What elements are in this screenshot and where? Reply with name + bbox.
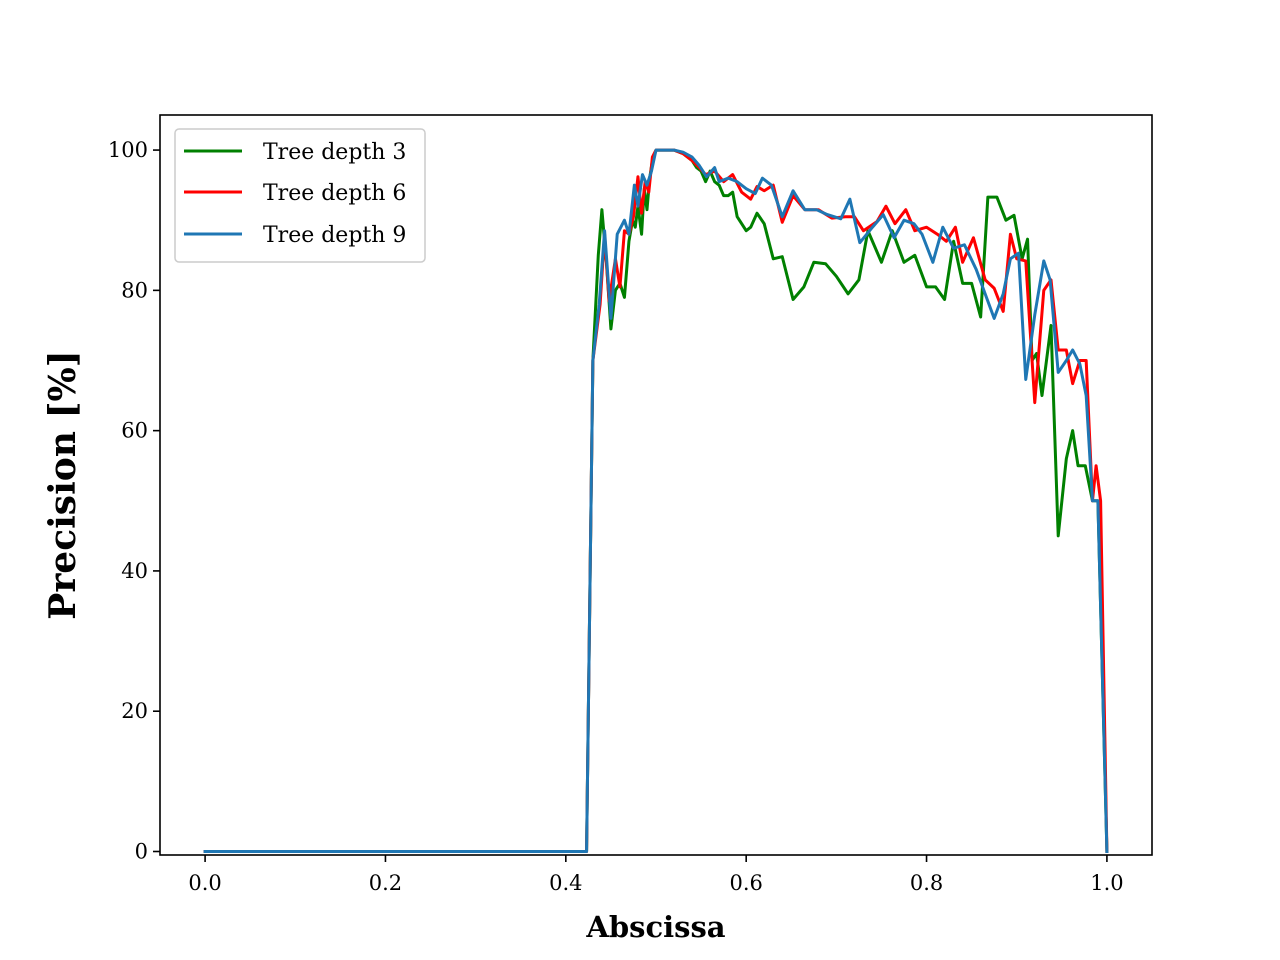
x-axis: 0.0 0.2 0.4 0.6 0.8 1.0: [188, 855, 1124, 895]
y-tick-label: 40: [121, 559, 148, 583]
y-tick-label: 0: [135, 839, 148, 863]
plot-frame: [159, 114, 1153, 856]
series-line-1: [203, 148, 1109, 854]
series-line-3: [203, 148, 1109, 854]
series-layer: [203, 148, 1109, 854]
y-tick-label: 60: [121, 419, 148, 443]
y-tick-label: 100: [108, 138, 148, 162]
y-tick-label: 20: [121, 699, 148, 723]
legend-label-depth-9: Tree depth 9: [263, 223, 406, 248]
plot-area: [203, 148, 1109, 854]
x-tick-label: 1.0: [1090, 871, 1123, 895]
legend-box: [174, 128, 426, 263]
x-tick-label: 0.8: [910, 871, 943, 895]
legend: Tree depth 3 Tree depth 6 Tree depth 9: [174, 128, 426, 263]
legend-entry-depth-9: Tree depth 9: [184, 223, 406, 248]
legend-label-depth-6: Tree depth 6: [263, 181, 406, 206]
x-axis-label: Abscissa: [585, 910, 725, 944]
x-tick-label: 0.0: [188, 871, 221, 895]
y-axis-label: Precision [%]: [42, 350, 84, 619]
y-axis: 0 20 40 60 80 100: [108, 138, 160, 863]
legend-label-depth-3: Tree depth 3: [263, 140, 406, 165]
x-tick-label: 0.6: [729, 871, 762, 895]
x-tick-label: 0.2: [369, 871, 402, 895]
legend-entry-depth-3: Tree depth 3: [184, 140, 406, 165]
legend-entry-depth-6: Tree depth 6: [184, 181, 406, 206]
y-tick-label: 80: [121, 278, 148, 302]
x-tick-label: 0.4: [549, 871, 582, 895]
